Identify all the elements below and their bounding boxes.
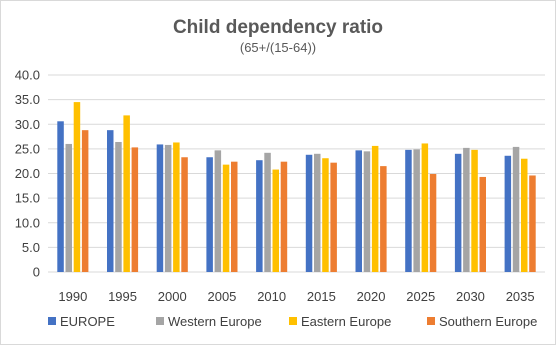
x-tick-label: 2015 <box>307 289 336 304</box>
bar-eastern-europe-2010 <box>272 169 279 272</box>
bar-southern-europe-2030 <box>479 176 486 272</box>
bar-western-europe-2030 <box>463 147 470 272</box>
chart-subtitle: (65+/(15-64)) <box>240 40 316 55</box>
bar-eastern-europe-2005 <box>222 164 230 272</box>
x-tick-label: 1990 <box>58 289 87 304</box>
bar-western-europe-2025 <box>413 149 420 272</box>
x-tick-label: 2000 <box>158 289 187 304</box>
bar-western-europe-2000 <box>164 144 172 272</box>
y-tick-label: 15.0 <box>15 191 40 206</box>
chart-title: Child dependency ratio <box>173 17 383 38</box>
y-tick-label: 5.0 <box>22 240 40 255</box>
bar-europe-2030 <box>454 153 462 272</box>
legend-label: Southern Europe <box>439 314 537 329</box>
y-tick-label: 25.0 <box>15 141 40 156</box>
bar-europe-1990 <box>57 121 64 272</box>
bar-europe-2025 <box>405 149 412 272</box>
y-tick-label: 40.0 <box>15 68 40 83</box>
bar-eastern-europe-2035 <box>521 158 528 272</box>
bar-eastern-europe-2025 <box>421 143 429 272</box>
legend-label: Western Europe <box>168 314 262 329</box>
bar-europe-2005 <box>206 157 213 272</box>
y-axis-ticks: 0 5.0 10.0 15.0 20.0 25.0 30.0 35.0 40.0 <box>15 68 40 280</box>
bar-eastern-europe-1995 <box>123 115 130 272</box>
y-tick-label: 30.0 <box>15 117 40 132</box>
bar-southern-europe-2000 <box>181 157 188 272</box>
bar-western-europe-1990 <box>65 143 72 272</box>
bar-southern-europe-1990 <box>81 130 89 272</box>
bar-western-europe-2015 <box>314 153 321 272</box>
bar-southern-europe-2015 <box>330 162 337 272</box>
bar-southern-europe-2010 <box>280 161 288 272</box>
bar-western-europe-1995 <box>115 141 122 272</box>
x-tick-label: 2005 <box>207 289 236 304</box>
legend-swatch <box>48 317 56 325</box>
bar-southern-europe-2005 <box>231 161 238 272</box>
bar-western-europe-2010 <box>264 152 271 272</box>
bar-western-europe-2005 <box>214 150 222 272</box>
legend-label: EUROPE <box>60 314 115 329</box>
x-tick-label: 2035 <box>506 289 535 304</box>
legend-swatch <box>427 317 435 325</box>
x-axis-ticks: 1990 1995 2000 2005 2010 2015 2020 2025 2030 2035 <box>58 289 534 304</box>
legend-swatch <box>289 317 297 325</box>
bar-western-europe-2035 <box>512 146 520 272</box>
x-tick-label: 2010 <box>257 289 286 304</box>
legend-swatch <box>156 317 164 325</box>
bar-europe-2015 <box>305 154 313 272</box>
bar-southern-europe-2025 <box>429 173 437 272</box>
bar-eastern-europe-2015 <box>322 158 329 272</box>
bar-eastern-europe-2020 <box>371 145 379 272</box>
x-tick-label: 2025 <box>406 289 435 304</box>
bars <box>57 102 536 273</box>
bar-europe-2010 <box>256 160 263 272</box>
bar-southern-europe-2035 <box>529 175 536 272</box>
bar-southern-europe-2020 <box>380 166 387 272</box>
x-tick-label: 2020 <box>357 289 386 304</box>
bar-europe-2020 <box>355 150 362 272</box>
y-tick-label: 20.0 <box>15 166 40 181</box>
bar-southern-europe-1995 <box>131 147 139 272</box>
y-tick-label: 35.0 <box>15 92 40 107</box>
bar-western-europe-2020 <box>363 151 371 272</box>
bar-eastern-europe-2030 <box>471 149 478 272</box>
gridlines <box>48 74 545 273</box>
y-tick-label: 0 <box>33 265 40 280</box>
x-tick-label: 1995 <box>108 289 137 304</box>
bar-eastern-europe-1990 <box>73 102 81 273</box>
legend-label: Eastern Europe <box>301 314 391 329</box>
bar-eastern-europe-2000 <box>173 142 180 272</box>
bar-europe-1995 <box>107 130 114 272</box>
bar-europe-2000 <box>156 144 164 272</box>
bar-europe-2035 <box>504 155 512 272</box>
y-tick-label: 10.0 <box>15 215 40 230</box>
x-tick-label: 2030 <box>456 289 485 304</box>
legend: EUROPE Western Europe Eastern Europe Southe… <box>48 314 537 329</box>
